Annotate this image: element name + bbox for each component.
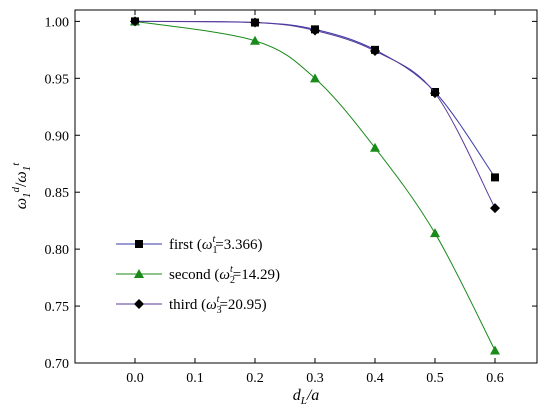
series-line <box>134 20 496 209</box>
y-axis: 0.70 0.75 0.80 0.85 0.90 0.95 1.00 <box>45 15 537 372</box>
series-1 <box>131 17 499 182</box>
x-tick-label: 0.1 <box>186 371 204 386</box>
legend-marker <box>134 299 144 309</box>
legend-item: first (ω1t=3.366) <box>116 234 263 256</box>
y-tick-label: 0.75 <box>45 300 70 315</box>
data-point <box>370 45 380 56</box>
data-point <box>490 203 500 214</box>
series-layer <box>130 16 500 355</box>
legend-label: first (ω1t=3.366) <box>169 234 263 256</box>
data-point <box>370 142 380 152</box>
series-line <box>134 20 496 351</box>
x-axis: 0.0 0.1 0.2 0.3 0.4 0.5 0.6 <box>126 10 504 386</box>
legend-item: second (ω2t=14.29) <box>116 264 280 286</box>
legend-item: third (ω3t=20.95) <box>116 294 267 316</box>
data-point <box>430 228 440 238</box>
x-tick-label: 0.6 <box>486 371 504 386</box>
data-point <box>250 35 260 45</box>
data-point <box>310 73 320 83</box>
data-point <box>430 88 440 99</box>
legend: first (ω1t=3.366) second (ω2t=14.29) third… <box>116 234 280 316</box>
data-point <box>130 16 140 27</box>
legend-marker <box>134 269 144 278</box>
series-line <box>134 20 496 178</box>
x-tick-label: 0.5 <box>426 371 444 386</box>
y-tick-label: 0.85 <box>45 186 70 201</box>
y-tick-label: 0.70 <box>45 357 70 372</box>
x-tick-label: 0.4 <box>366 371 384 386</box>
y-tick-label: 0.80 <box>45 243 70 258</box>
data-point <box>310 25 320 36</box>
y-axis-title: ω1d/ω1t <box>10 162 33 210</box>
y-tick-label: 1.00 <box>45 15 70 30</box>
series-3 <box>130 16 500 214</box>
legend-marker <box>135 240 143 248</box>
x-axis-title: dL/a <box>293 387 320 407</box>
plot-frame <box>74 9 538 364</box>
data-point <box>491 173 499 182</box>
y-tick-label: 0.90 <box>45 129 70 144</box>
legend-label: second (ω2t=14.29) <box>169 264 280 286</box>
legend-label: third (ω3t=20.95) <box>169 294 267 316</box>
data-point <box>490 345 500 355</box>
y-tick-label: 0.95 <box>45 72 70 87</box>
x-tick-label: 0.0 <box>126 371 144 386</box>
x-tick-label: 0.3 <box>306 371 324 386</box>
x-tick-label: 0.2 <box>246 371 264 386</box>
data-point <box>250 17 260 28</box>
